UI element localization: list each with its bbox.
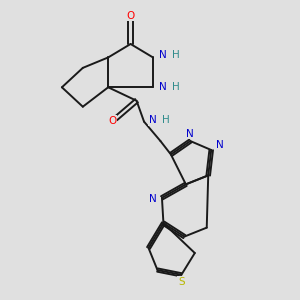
Text: H: H — [162, 115, 170, 125]
Text: H: H — [172, 50, 180, 60]
Text: N: N — [186, 129, 194, 139]
Text: O: O — [108, 116, 116, 126]
Text: N: N — [159, 50, 167, 60]
Text: N: N — [148, 115, 156, 125]
Text: N: N — [159, 82, 167, 92]
Text: H: H — [172, 82, 180, 92]
Text: O: O — [127, 11, 135, 21]
Text: S: S — [178, 277, 185, 287]
Text: N: N — [149, 194, 157, 204]
Text: N: N — [216, 140, 224, 150]
